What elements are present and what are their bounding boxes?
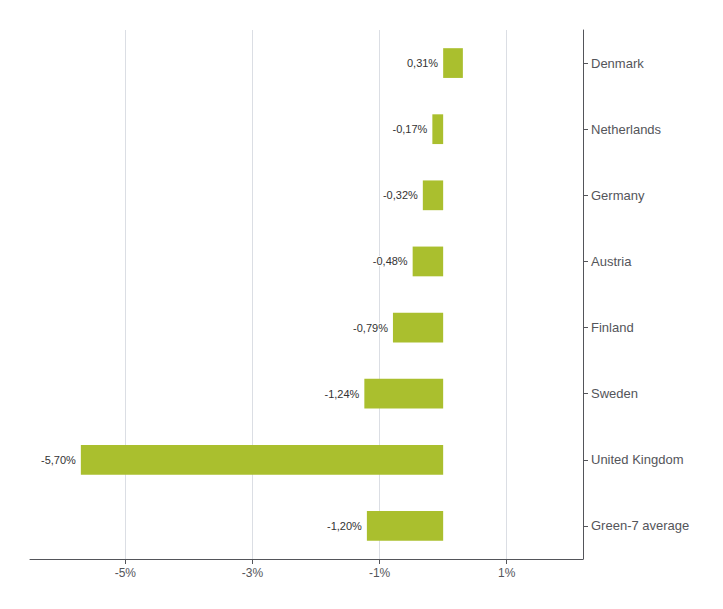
- svg-text:Denmark: Denmark: [591, 56, 644, 71]
- svg-text:-5,70%: -5,70%: [41, 454, 76, 466]
- svg-text:Austria: Austria: [591, 254, 632, 269]
- svg-text:-0,17%: -0,17%: [392, 123, 427, 135]
- svg-text:-3%: -3%: [242, 566, 264, 580]
- svg-text:-1%: -1%: [369, 566, 391, 580]
- svg-text:1%: 1%: [498, 566, 516, 580]
- svg-text:Sweden: Sweden: [591, 386, 638, 401]
- svg-text:-5%: -5%: [115, 566, 137, 580]
- svg-text:-1,20%: -1,20%: [327, 520, 362, 532]
- svg-text:Finland: Finland: [591, 320, 634, 335]
- svg-text:-0,32%: -0,32%: [383, 189, 418, 201]
- svg-text:Green-7 average: Green-7 average: [591, 518, 689, 533]
- svg-text:-0,48%: -0,48%: [373, 255, 408, 267]
- svg-text:United Kingdom: United Kingdom: [591, 452, 684, 467]
- svg-text:0,31%: 0,31%: [407, 57, 438, 69]
- svg-text:Germany: Germany: [591, 188, 645, 203]
- svg-text:Netherlands: Netherlands: [591, 122, 662, 137]
- svg-text:-0,79%: -0,79%: [353, 322, 388, 334]
- svg-text:-1,24%: -1,24%: [324, 388, 359, 400]
